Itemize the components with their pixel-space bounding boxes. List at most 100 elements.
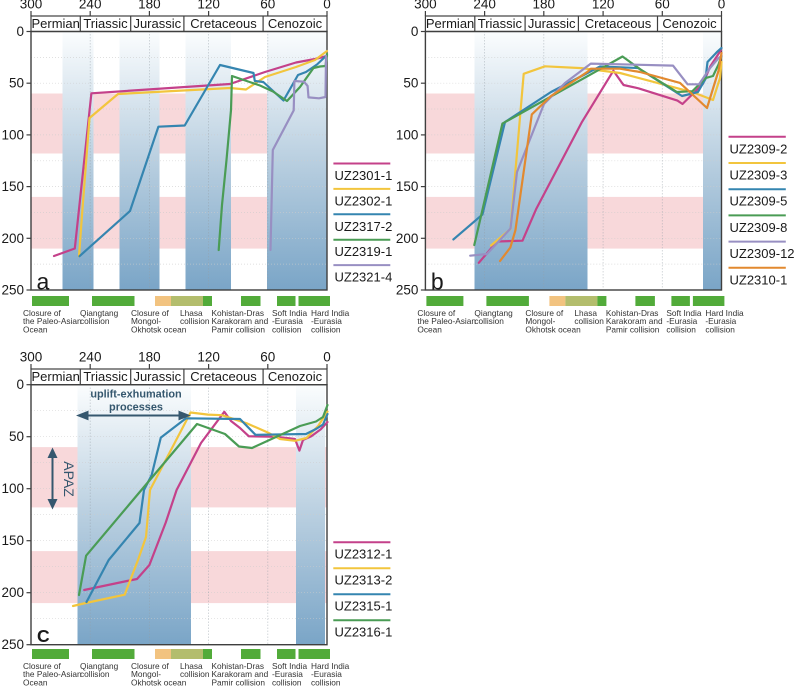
- svg-text:the Paleo-Asian: the Paleo-Asian: [23, 669, 82, 679]
- svg-text:the Paleo-Asian: the Paleo-Asian: [417, 316, 476, 326]
- svg-text:Jurassic: Jurassic: [133, 369, 181, 384]
- svg-text:Hard India: Hard India: [311, 308, 350, 318]
- svg-text:UZ2301-1: UZ2301-1: [335, 168, 393, 183]
- svg-text:0: 0: [323, 0, 331, 12]
- svg-text:Qiangtang: Qiangtang: [80, 308, 119, 318]
- svg-text:collision: collision: [474, 316, 504, 326]
- svg-text:Cretaceous: Cretaceous: [190, 369, 257, 384]
- svg-text:Lhasa: Lhasa: [180, 308, 203, 318]
- svg-text:Okhotsk ocean: Okhotsk ocean: [131, 324, 187, 334]
- svg-text:120: 120: [197, 350, 220, 365]
- svg-text:0: 0: [718, 0, 726, 12]
- svg-text:Karakoram and: Karakoram and: [606, 316, 663, 326]
- svg-text:100: 100: [396, 127, 419, 142]
- svg-text:Ocean: Ocean: [417, 324, 442, 334]
- svg-text:Cenozoic: Cenozoic: [268, 16, 323, 31]
- svg-text:Qiangtang: Qiangtang: [80, 661, 119, 671]
- svg-text:300: 300: [414, 0, 437, 12]
- svg-text:Permian: Permian: [31, 369, 79, 384]
- svg-text:-Eurasia: -Eurasia: [311, 316, 342, 326]
- svg-text:processes: processes: [109, 402, 163, 414]
- svg-text:Cenozoic: Cenozoic: [268, 369, 323, 384]
- svg-text:a: a: [37, 269, 50, 295]
- svg-text:0: 0: [411, 24, 419, 39]
- svg-text:250: 250: [1, 283, 24, 298]
- svg-text:240: 240: [79, 350, 102, 365]
- svg-text:Kohistan-Dras: Kohistan-Dras: [212, 661, 265, 671]
- svg-text:60: 60: [655, 0, 670, 12]
- svg-text:Cretaceous: Cretaceous: [190, 16, 257, 31]
- svg-text:C: C: [37, 626, 50, 646]
- svg-text:200: 200: [396, 231, 419, 246]
- svg-text:collision: collision: [180, 316, 210, 326]
- svg-text:collision: collision: [705, 324, 735, 334]
- svg-text:-Eurasia: -Eurasia: [272, 316, 303, 326]
- svg-text:240: 240: [79, 0, 102, 12]
- svg-text:Karakoram and: Karakoram and: [212, 669, 269, 679]
- svg-text:UZ2315-1: UZ2315-1: [335, 599, 393, 614]
- svg-text:collision: collision: [272, 677, 302, 687]
- svg-text:Kohistan-Dras: Kohistan-Dras: [212, 308, 265, 318]
- svg-text:Hard India: Hard India: [311, 661, 350, 671]
- svg-text:100: 100: [1, 481, 24, 496]
- svg-text:Permian: Permian: [31, 16, 79, 31]
- svg-text:UZ2302-1: UZ2302-1: [335, 193, 393, 208]
- svg-text:UZ2316-1: UZ2316-1: [335, 625, 393, 640]
- svg-text:Ocean: Ocean: [23, 324, 48, 334]
- svg-text:150: 150: [1, 533, 24, 548]
- svg-text:Cenozoic: Cenozoic: [662, 16, 717, 31]
- svg-text:120: 120: [197, 0, 220, 12]
- svg-text:300: 300: [20, 0, 43, 12]
- svg-text:collision: collision: [272, 324, 302, 334]
- svg-text:Okhotsk ocean: Okhotsk ocean: [131, 677, 187, 687]
- svg-text:Lhasa: Lhasa: [574, 308, 597, 318]
- svg-text:50: 50: [403, 76, 418, 91]
- svg-text:Closure of: Closure of: [131, 308, 170, 318]
- svg-text:collision: collision: [80, 669, 110, 679]
- svg-text:180: 180: [533, 0, 556, 12]
- svg-text:Closure of: Closure of: [417, 308, 456, 318]
- svg-text:0: 0: [323, 350, 331, 365]
- svg-text:Hard India: Hard India: [705, 308, 744, 318]
- svg-text:Triassic: Triassic: [83, 16, 128, 31]
- svg-text:200: 200: [1, 231, 24, 246]
- svg-text:collision: collision: [180, 669, 210, 679]
- svg-text:60: 60: [260, 0, 275, 12]
- svg-text:collision: collision: [311, 324, 341, 334]
- svg-text:UZ2309-8: UZ2309-8: [730, 220, 788, 235]
- svg-text:Soft India: Soft India: [272, 661, 307, 671]
- svg-text:collision: collision: [311, 677, 341, 687]
- svg-text:-Eurasia: -Eurasia: [311, 669, 342, 679]
- svg-text:UZ2310-1: UZ2310-1: [730, 272, 788, 287]
- svg-text:Karakoram and: Karakoram and: [212, 316, 269, 326]
- svg-text:UZ2309-3: UZ2309-3: [730, 168, 788, 183]
- svg-text:UZ2313-2: UZ2313-2: [335, 573, 393, 588]
- svg-text:UZ2319-1: UZ2319-1: [335, 244, 393, 259]
- svg-text:Triassic: Triassic: [478, 16, 523, 31]
- svg-text:0: 0: [16, 24, 24, 39]
- svg-text:150: 150: [1, 179, 24, 194]
- svg-text:60: 60: [260, 350, 275, 365]
- svg-text:Permian: Permian: [426, 16, 474, 31]
- svg-text:Closure of: Closure of: [23, 661, 62, 671]
- svg-text:UZ2317-2: UZ2317-2: [335, 219, 393, 234]
- svg-text:uplift-exhumation: uplift-exhumation: [90, 389, 181, 401]
- svg-text:240: 240: [473, 0, 496, 12]
- svg-text:300: 300: [20, 350, 43, 365]
- svg-text:Pamir collision: Pamir collision: [606, 324, 660, 334]
- svg-text:250: 250: [396, 283, 419, 298]
- svg-text:Closure of: Closure of: [23, 308, 62, 318]
- svg-text:b: b: [431, 269, 444, 295]
- svg-text:Soft India: Soft India: [666, 308, 701, 318]
- svg-text:Qiangtang: Qiangtang: [474, 308, 513, 318]
- svg-text:150: 150: [396, 179, 419, 194]
- svg-text:UZ2309-2: UZ2309-2: [730, 141, 788, 156]
- svg-text:Jurassic: Jurassic: [528, 16, 576, 31]
- svg-text:UZ2309-5: UZ2309-5: [730, 194, 788, 209]
- svg-text:-Eurasia: -Eurasia: [666, 316, 697, 326]
- svg-text:0: 0: [16, 377, 24, 392]
- svg-text:Triassic: Triassic: [83, 369, 128, 384]
- svg-text:Lhasa: Lhasa: [180, 661, 203, 671]
- svg-text:-Eurasia: -Eurasia: [705, 316, 736, 326]
- svg-text:collision: collision: [574, 316, 604, 326]
